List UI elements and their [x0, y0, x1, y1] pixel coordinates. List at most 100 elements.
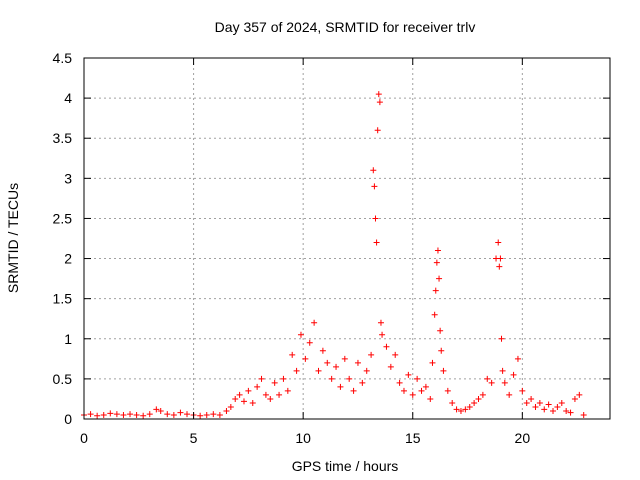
plot-frame — [83, 57, 611, 420]
data-point — [479, 391, 486, 398]
data-point — [374, 127, 381, 134]
data-point — [258, 375, 265, 382]
data-point — [383, 343, 390, 350]
data-point — [554, 403, 561, 410]
data-point — [409, 391, 416, 398]
data-point — [319, 347, 326, 354]
data-point — [153, 406, 160, 413]
x-tick-label: 10 — [295, 430, 311, 446]
data-point — [350, 387, 357, 394]
data-point — [341, 355, 348, 362]
data-point — [437, 327, 444, 334]
data-point — [371, 183, 378, 190]
data-point — [324, 359, 331, 366]
data-point — [431, 311, 438, 318]
data-point — [284, 387, 291, 394]
data-point — [558, 399, 565, 406]
data-point — [532, 403, 539, 410]
y-tick-label: 2.5 — [53, 210, 73, 226]
y-tick-label: 2 — [64, 251, 72, 267]
data-point — [466, 403, 473, 410]
data-point — [232, 395, 239, 402]
data-point — [254, 383, 261, 390]
data-point — [433, 259, 440, 266]
data-point — [297, 331, 304, 338]
x-tick-label: 0 — [80, 430, 88, 446]
data-point — [267, 395, 274, 402]
data-point — [223, 407, 230, 414]
data-point — [497, 255, 504, 262]
grid-lines — [84, 58, 610, 419]
data-point — [496, 263, 503, 270]
data-point — [501, 379, 508, 386]
data-point — [392, 351, 399, 358]
data-point — [94, 412, 101, 419]
data-point — [567, 409, 574, 416]
data-point — [563, 407, 570, 414]
y-tick-label: 0 — [64, 411, 72, 427]
data-point — [484, 375, 491, 382]
data-point — [580, 411, 587, 418]
data-point — [498, 335, 505, 342]
data-point — [170, 411, 177, 418]
data-point — [333, 363, 340, 370]
data-point — [262, 391, 269, 398]
data-point — [328, 375, 335, 382]
data-point — [376, 99, 383, 106]
data-point — [576, 391, 583, 398]
x-tick-label: 5 — [190, 430, 198, 446]
data-point — [280, 375, 287, 382]
data-point — [164, 411, 171, 418]
data-point — [354, 359, 361, 366]
data-point — [510, 371, 517, 378]
y-tick-label: 3 — [64, 170, 72, 186]
data-point — [495, 239, 502, 246]
data-point — [157, 407, 164, 414]
data-point — [471, 399, 478, 406]
data-point — [245, 387, 252, 394]
data-point — [368, 351, 375, 358]
data-point — [359, 379, 366, 386]
data-point — [453, 406, 460, 413]
data-point — [315, 367, 322, 374]
data-point — [311, 319, 318, 326]
data-point — [475, 395, 482, 402]
data-point — [203, 411, 210, 418]
data-point — [216, 411, 223, 418]
data-point — [449, 399, 456, 406]
y-tick-label: 0.5 — [53, 371, 73, 387]
y-tick-label: 1.5 — [53, 291, 73, 307]
data-point — [427, 395, 434, 402]
axis-ticks — [83, 57, 610, 420]
data-point — [377, 319, 384, 326]
data-points — [81, 91, 587, 419]
data-point — [429, 359, 436, 366]
y-tick-label: 4.5 — [53, 50, 73, 66]
data-point — [293, 367, 300, 374]
data-point — [363, 367, 370, 374]
data-point — [276, 391, 283, 398]
data-point — [113, 411, 120, 418]
data-point — [249, 399, 256, 406]
data-point — [436, 275, 443, 282]
data-point — [528, 395, 535, 402]
y-axis-label: SRMTID / TECUs — [5, 183, 21, 293]
x-axis-label: GPS time / hours — [292, 458, 399, 474]
data-point — [400, 387, 407, 394]
data-point — [379, 331, 386, 338]
data-point — [432, 287, 439, 294]
data-point — [405, 371, 412, 378]
data-point — [488, 379, 495, 386]
data-point — [418, 387, 425, 394]
data-point — [506, 391, 513, 398]
data-point — [514, 355, 521, 362]
data-point — [120, 411, 127, 418]
data-point — [236, 391, 243, 398]
data-point — [100, 411, 107, 418]
data-point — [184, 411, 191, 418]
data-point — [302, 355, 309, 362]
data-point — [499, 367, 506, 374]
data-point — [373, 239, 380, 246]
data-point — [440, 367, 447, 374]
data-point — [271, 379, 278, 386]
